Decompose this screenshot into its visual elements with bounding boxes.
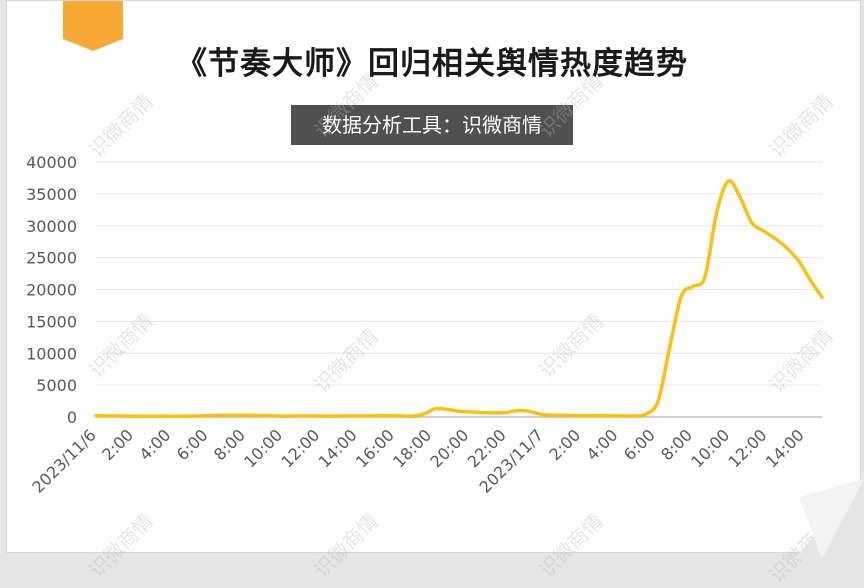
y-tick-label: 15000 bbox=[26, 312, 77, 331]
x-tick-label: 6:00 bbox=[173, 425, 212, 464]
chart-card bbox=[6, 0, 861, 553]
x-tick-label: 14:00 bbox=[762, 425, 808, 471]
y-tick-label: 30000 bbox=[26, 217, 77, 236]
x-tick-label: 2023/11/6 bbox=[28, 425, 99, 496]
y-tick-label: 0 bbox=[67, 408, 77, 427]
x-tick-label: 20:00 bbox=[426, 425, 472, 471]
x-tick-label: 12:00 bbox=[277, 425, 323, 471]
y-axis-ticks: 0 5000 10000 15000 20000 25000 30000 35000 40000 bbox=[26, 153, 77, 427]
y-tick-label: 10000 bbox=[26, 344, 77, 363]
series-line bbox=[94, 179, 824, 419]
x-tick-label: 2:00 bbox=[98, 425, 137, 464]
x-tick-label: 6:00 bbox=[620, 425, 659, 464]
y-tick-label: 20000 bbox=[26, 281, 77, 300]
chart-title: 《节奏大师》回归相关舆情热度趋势 bbox=[176, 46, 688, 82]
x-tick-label: 14:00 bbox=[315, 425, 361, 471]
x-tick-label: 10:00 bbox=[240, 425, 286, 471]
data-source-label: 数据分析工具：识微商情 bbox=[291, 105, 573, 145]
y-tick-label: 5000 bbox=[36, 376, 77, 395]
line-chart: 0 5000 10000 15000 20000 25000 30000 35000 40000… bbox=[26, 153, 824, 497]
x-tick-label: 4:00 bbox=[136, 425, 175, 464]
y-tick-label: 25000 bbox=[26, 249, 77, 268]
y-tick-label: 40000 bbox=[26, 153, 77, 172]
y-tick-label: 35000 bbox=[26, 185, 77, 204]
corner-tab-decoration bbox=[63, 1, 123, 51]
x-tick-label: 18:00 bbox=[389, 425, 435, 471]
x-axis-ticks: 2023/11/62:004:006:008:0010:0012:0014:00… bbox=[28, 425, 807, 496]
x-tick-label: 10:00 bbox=[687, 425, 733, 471]
gridlines bbox=[96, 161, 822, 386]
x-tick-label: 12:00 bbox=[725, 425, 771, 471]
page-fold-decoration bbox=[794, 479, 864, 559]
x-tick-label: 2:00 bbox=[545, 425, 584, 464]
x-tick-label: 4:00 bbox=[583, 425, 622, 464]
x-tick-label: 16:00 bbox=[352, 425, 398, 471]
